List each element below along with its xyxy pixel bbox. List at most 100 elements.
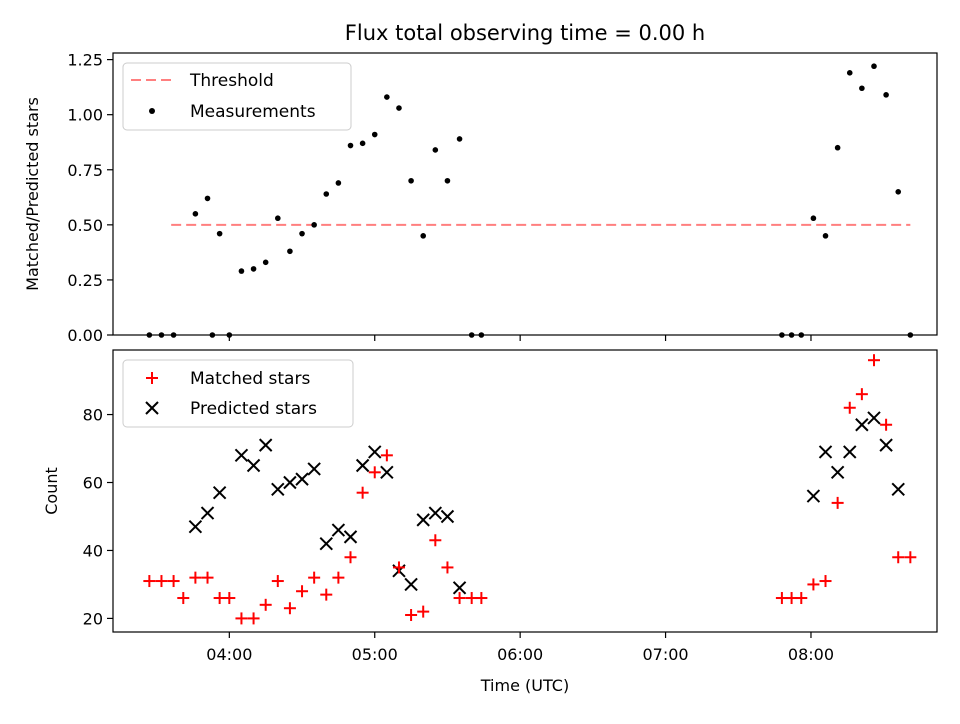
time-x-tick-label: 08:00	[788, 645, 834, 664]
count-panel: 20 40 60 80 04:00 05:00 06:00 07:00 08:00 Count…	[42, 349, 938, 695]
matched-star-point	[143, 575, 156, 588]
predicted-star-point	[830, 465, 845, 480]
count-legend: Matched stars Predicted stars	[122, 359, 354, 428]
measurement-point	[822, 233, 829, 239]
measurement-point	[456, 136, 463, 142]
ratio-panel: 0.00 0.25 0.50 0.75 1.00 1.25 Matched/Predict…	[23, 51, 938, 345]
matched-star-point	[380, 449, 393, 462]
predicted-star-point	[818, 445, 833, 459]
measurement-point	[432, 147, 439, 153]
matched-star-point	[223, 592, 236, 605]
matched-star-point	[880, 418, 893, 431]
matched-star-point	[843, 401, 856, 414]
predicted-star-point	[867, 411, 881, 425]
ratio-y-tick-label: 0.25	[67, 271, 103, 290]
measurement-point	[287, 248, 293, 255]
ratio-y-tick-label: 1.00	[67, 106, 103, 125]
predicted-star-point	[440, 509, 455, 524]
predicted-star-point	[331, 523, 346, 537]
measurement-point	[371, 131, 378, 138]
matched-star-point	[155, 575, 168, 588]
measurement-point	[204, 195, 211, 202]
measurement-point	[420, 233, 427, 239]
predicted-star-point	[343, 530, 358, 544]
matched-star-point	[405, 609, 418, 622]
matched-star-point	[356, 486, 369, 499]
matched-star-point	[235, 612, 248, 625]
predicted-star-point	[246, 458, 261, 473]
measurement-point	[299, 230, 305, 237]
predicted-legend-swatch	[145, 401, 159, 415]
matched-star-point	[247, 612, 260, 625]
measurement-points	[146, 63, 914, 338]
matched-legend-label: Matched stars	[190, 369, 310, 389]
time-x-tick-label: 04:00	[206, 645, 252, 664]
matched-star-point	[344, 551, 357, 564]
matched-star-point	[441, 561, 454, 574]
matched-star-point	[904, 551, 917, 564]
ratio-y-axis: 0.00 0.25 0.50 0.75 1.00 1.25	[67, 51, 812, 345]
matched-star-point	[855, 388, 868, 401]
matched-star-point	[177, 592, 190, 605]
matched-star-point	[167, 575, 180, 588]
measurement-point	[384, 94, 390, 100]
count-y-tick-label: 40	[83, 541, 103, 560]
matched-star-point	[189, 571, 202, 584]
matched-star-point	[271, 575, 284, 588]
count-legend-box	[122, 359, 354, 428]
measurement-point	[834, 144, 841, 151]
matched-star-point	[429, 534, 442, 547]
time-x-axis: 04:00 05:00 06:00 07:00 08:00	[206, 632, 834, 664]
ratio-panel-frame	[112, 52, 938, 336]
matched-star-point	[283, 602, 296, 615]
matched-star-point	[831, 496, 844, 509]
measurement-point	[262, 259, 269, 266]
predicted-star-point	[234, 448, 249, 463]
measurement-point	[347, 142, 354, 149]
matched-star-point	[475, 592, 488, 605]
measurement-point	[895, 188, 902, 195]
matched-star-point	[807, 578, 820, 591]
predicted-star-point	[355, 458, 370, 473]
matched-legend-swatch	[146, 372, 158, 384]
predicted-star-point	[271, 482, 285, 497]
measurement-point	[846, 70, 853, 76]
measurement-point	[408, 177, 414, 184]
measurement-point	[216, 230, 223, 237]
predicted-star-point	[380, 465, 394, 480]
predicted-star-point	[188, 519, 203, 534]
ratio-y-axis-label: Matched/Predicted stars	[23, 97, 42, 291]
measurement-point	[335, 180, 342, 186]
count-y-tick-label: 20	[83, 609, 103, 628]
predicted-star-point	[295, 472, 309, 486]
measurement-point	[275, 215, 281, 222]
threshold-legend-label: Threshold	[189, 71, 274, 91]
time-x-tick-label: 05:00	[352, 645, 398, 664]
measurement-point	[311, 222, 317, 228]
predicted-star-point	[212, 485, 227, 500]
matched-star-point	[392, 561, 405, 574]
matched-star-point	[892, 551, 905, 564]
count-y-tick-label: 80	[83, 406, 103, 425]
matched-star-point	[259, 598, 272, 611]
matched-star-point	[201, 571, 214, 584]
matched-star-point	[795, 592, 808, 605]
matched-star-point	[867, 354, 880, 367]
predicted-star-point	[891, 482, 905, 497]
predicted-star-point	[200, 506, 215, 520]
ratio-y-tick-label: 0.00	[67, 326, 103, 345]
count-points	[143, 354, 917, 625]
count-y-tick-label: 60	[83, 474, 103, 493]
predicted-star-point	[879, 438, 893, 452]
predicted-star-point	[843, 445, 857, 459]
measurements-legend-swatch	[149, 108, 155, 114]
predicted-star-point	[368, 445, 382, 459]
measurement-point	[359, 140, 366, 147]
ratio-y-tick-label: 0.75	[67, 161, 103, 180]
ratio-legend: Threshold Measurements	[122, 62, 352, 131]
predicted-star-point	[307, 462, 321, 476]
measurements-legend-label: Measurements	[190, 102, 316, 122]
matched-star-point	[368, 466, 381, 479]
matched-star-point	[819, 575, 832, 588]
predicted-legend-label: Predicted stars	[190, 399, 317, 419]
